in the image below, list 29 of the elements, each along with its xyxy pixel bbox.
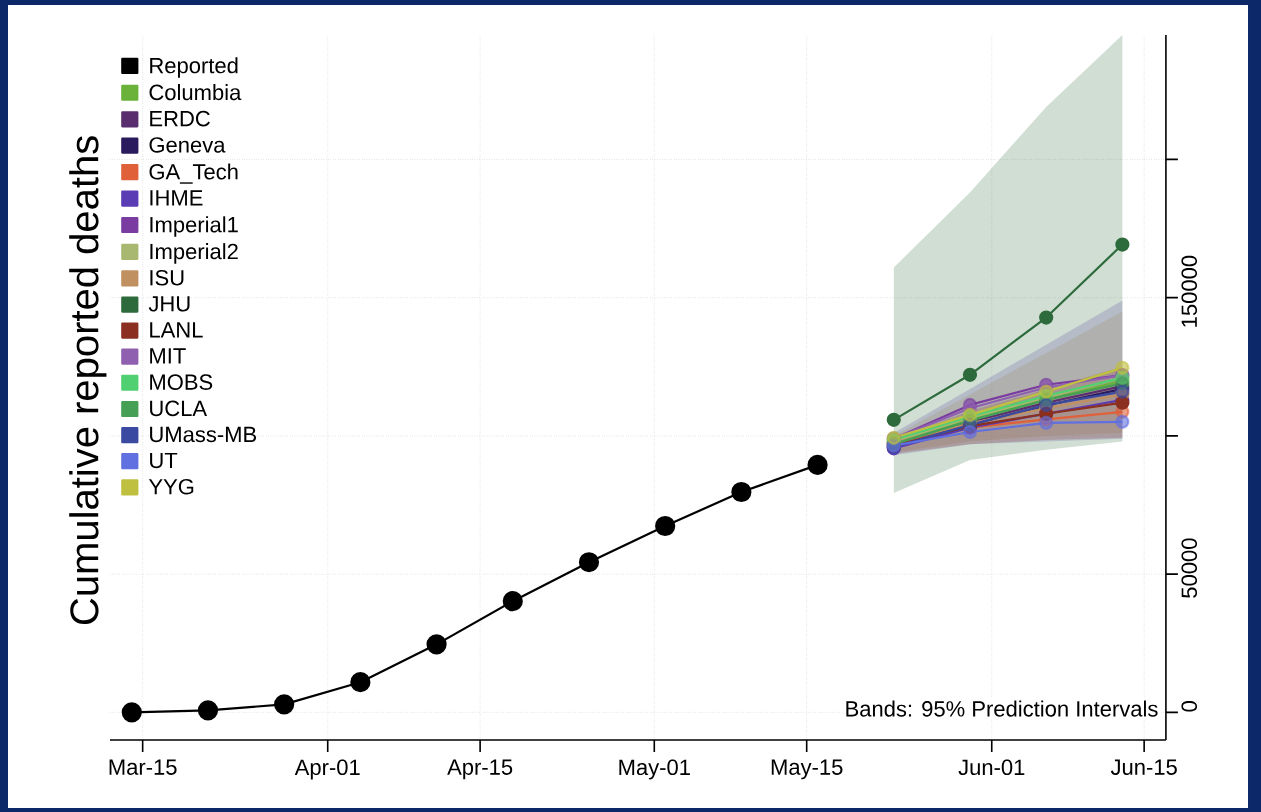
legend-label: ERDC: [150, 110, 210, 127]
legend-label: GA_Tech: [149, 163, 238, 184]
legend-label: YYG: [148, 478, 194, 495]
x-tick-label: Jun-15: [1110, 759, 1177, 775]
legend-label: Imperial2: [150, 243, 238, 264]
legend-label: UCLA: [150, 400, 208, 417]
annotation: Bands: 95% Prediction Intervals: [846, 700, 1158, 717]
legend-label: Columbia: [149, 84, 242, 101]
legend-label: MIT: [150, 348, 186, 364]
legend-label: IHME: [150, 190, 203, 206]
y-tick-label: 0: [1181, 701, 1198, 712]
legend-label: Reported: [150, 57, 238, 78]
legend-label: LANL: [150, 322, 203, 338]
legend-label: MOBS: [150, 374, 213, 390]
x-tick-label: May-01: [619, 759, 690, 780]
legend-label: ISU: [150, 269, 184, 286]
legend-label: Imperial1: [150, 216, 238, 237]
x-tick-label: Mar-15: [109, 759, 177, 775]
y-axis-title: Cumulative reported deaths: [69, 136, 107, 625]
x-tick-label: Apr-15: [447, 759, 513, 780]
legend-label: UMass-MB: [150, 426, 257, 443]
legend-label: UT: [150, 452, 178, 469]
y-tick-label: 50000: [1181, 538, 1198, 598]
x-tick-label: May-15: [771, 759, 843, 780]
legend-label: Geneva: [149, 137, 226, 153]
x-tick-label: Jun-01: [958, 759, 1025, 776]
x-tick-label: Apr-01: [294, 759, 360, 780]
y-tick-label: 150000: [1181, 255, 1198, 327]
legend-label: JHU: [148, 296, 190, 312]
